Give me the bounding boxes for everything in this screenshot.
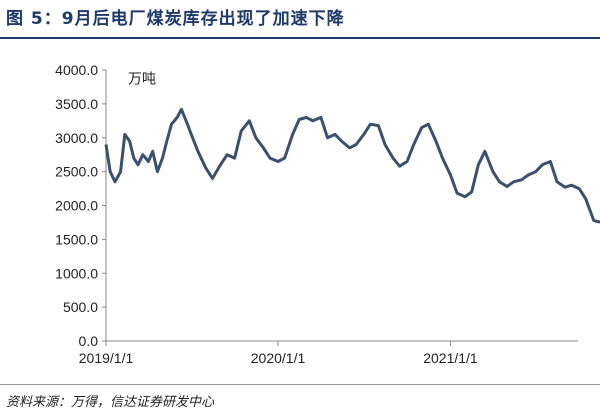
title-underline xyxy=(0,37,600,39)
y-tick-label: 4000.0 xyxy=(55,62,98,78)
y-tick-label: 0.0 xyxy=(79,333,99,349)
y-tick-label: 2500.0 xyxy=(55,164,98,180)
x-tick-label: 2021/1/1 xyxy=(423,350,478,366)
y-tick-label: 1500.0 xyxy=(55,231,98,247)
y-tick-label: 2000.0 xyxy=(55,198,98,214)
y-tick-label: 3500.0 xyxy=(55,96,98,112)
y-tick-label: 500.0 xyxy=(63,299,98,315)
y-tick-labels: 0.0 500.0 1000.0 1500.0 2000.0 2500.0 3000.0 35… xyxy=(55,62,98,349)
chart-axes xyxy=(102,69,578,346)
series-line xyxy=(104,107,600,224)
source-note: 资料来源：万得，信达证券研发中心 xyxy=(6,395,215,410)
x-tick-label: 2019/1/1 xyxy=(79,350,134,366)
y-unit-label: 万吨 xyxy=(128,72,156,88)
y-tick-label: 3000.0 xyxy=(55,130,98,146)
chart-title: 图 5：9月后电厂煤炭库存出现了加速下降 xyxy=(6,9,345,29)
source-divider xyxy=(0,384,600,385)
x-tick-label: 2020/1/1 xyxy=(251,350,306,366)
x-tick-labels: 2019/1/1 2020/1/1 2021/1/1 xyxy=(79,350,478,366)
y-tick-label: 1000.0 xyxy=(55,265,98,281)
